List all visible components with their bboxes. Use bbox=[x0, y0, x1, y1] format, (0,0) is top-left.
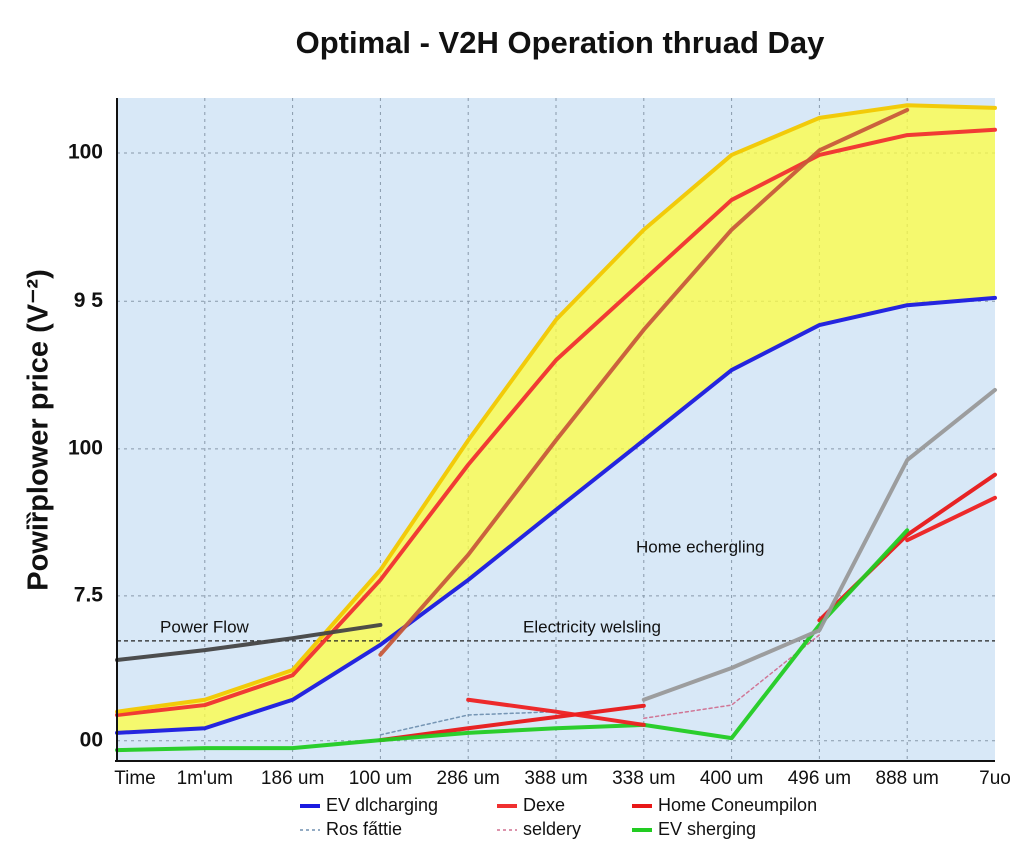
lines bbox=[115, 103, 997, 753]
annotation: Home echergling bbox=[636, 537, 765, 556]
x-tick-label: 388 um bbox=[524, 768, 587, 789]
series-line bbox=[466, 697, 646, 727]
series-line bbox=[641, 387, 997, 702]
y-tick-label: 100 bbox=[68, 436, 103, 459]
series-line bbox=[643, 634, 821, 720]
x-tick-label: 496 um bbox=[788, 768, 851, 789]
series-line bbox=[378, 107, 910, 657]
legend-label: Dexe bbox=[523, 795, 565, 815]
y-tick-label: 100 bbox=[68, 140, 103, 163]
series-line bbox=[115, 528, 910, 753]
series-line bbox=[115, 622, 383, 663]
legend: EV dlcharging Dexe Home Conеumpilon Ros fa̋… bbox=[300, 795, 817, 839]
y-tick-label: 00 bbox=[80, 728, 103, 751]
chart-title: Optimal - V2H Operation thruad Day bbox=[296, 25, 826, 60]
series-line bbox=[115, 103, 997, 714]
y-tick-label: 7.5 bbox=[74, 583, 104, 606]
series-line bbox=[115, 295, 997, 735]
series-line bbox=[905, 495, 997, 543]
y-tick-label: 9 5 bbox=[74, 289, 104, 312]
x-tick-label: 286 um bbox=[437, 768, 500, 789]
x-tick-label: 338 um bbox=[612, 768, 675, 789]
x-tick-label: Time bbox=[114, 768, 156, 789]
x-tick-label: 100 um bbox=[349, 768, 412, 789]
legend-label: Home Conеumpilon bbox=[658, 795, 817, 815]
area bbox=[117, 105, 995, 733]
legend-label: EV dlcharging bbox=[326, 795, 438, 815]
y-axis-label: Powiȑplower price (V⁻²) bbox=[23, 269, 55, 590]
series-line bbox=[379, 710, 557, 736]
annotation: Power Flow bbox=[160, 617, 250, 636]
annotation: Electricity welsling bbox=[523, 617, 661, 636]
x-tick-label: 1m'um bbox=[177, 768, 233, 789]
areas bbox=[117, 105, 995, 733]
series-line bbox=[115, 127, 997, 717]
legend-label: EV sherging bbox=[658, 819, 756, 839]
series-line bbox=[378, 703, 646, 743]
x-tick-label: 400 um bbox=[700, 768, 763, 789]
x-tick-label: 186 um bbox=[261, 768, 324, 789]
x-tick-label: 888 um bbox=[876, 768, 939, 789]
x-tick-label: 7uo bbox=[979, 768, 1011, 789]
legend-label: Ros fa̋ttie bbox=[326, 819, 402, 839]
legend-label: seldery bbox=[523, 819, 581, 839]
